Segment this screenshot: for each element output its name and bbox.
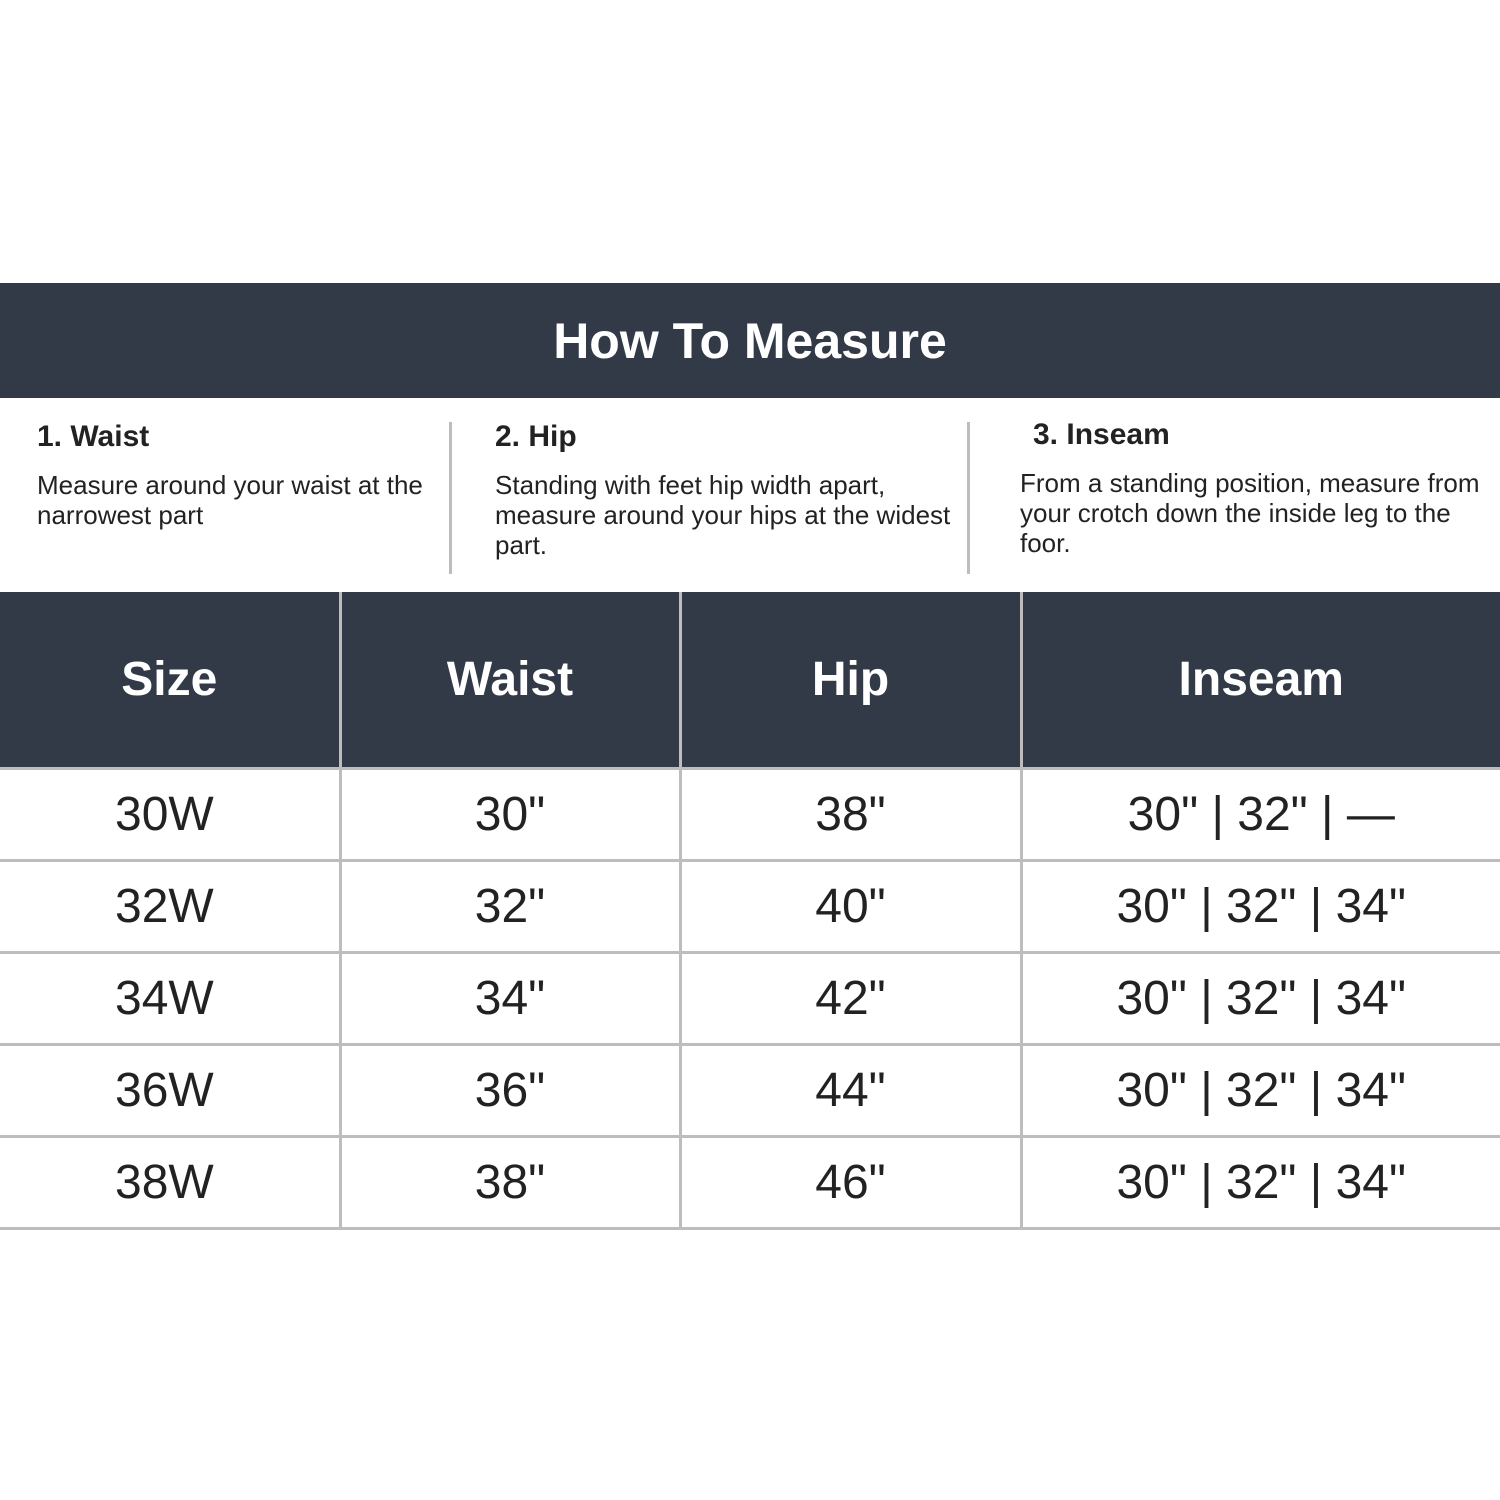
cell-size: 34W (0, 952, 340, 1046)
cell-waist: 30" (338, 768, 680, 862)
table-row: 36W 36" 44" 30" | 32" | 34" (0, 1044, 1500, 1138)
table-row: 34W 34" 42" 30" | 32" | 34" (0, 952, 1500, 1046)
cell-hip: 44" (678, 1044, 1021, 1138)
header-hip: Hip (678, 592, 1021, 770)
step-hip: 2. Hip Standing with feet hip width apar… (495, 420, 955, 560)
step-waist: 1. Waist Measure around your waist at th… (37, 420, 437, 530)
cell-hip: 38" (678, 768, 1021, 862)
cell-hip: 42" (678, 952, 1021, 1046)
header-size: Size (0, 592, 340, 770)
cell-inseam: 30" | 32" | 34" (1019, 860, 1500, 954)
header-inseam: Inseam (1019, 592, 1500, 770)
cell-waist: 38" (338, 1136, 680, 1230)
cell-inseam: 30" | 32" | 34" (1019, 952, 1500, 1046)
table-row: 38W 38" 46" 30" | 32" | 34" (0, 1136, 1500, 1230)
step-text: Standing with feet hip width apart, meas… (495, 470, 951, 560)
step-text: Measure around your waist at the narrowe… (37, 470, 423, 530)
cell-waist: 36" (338, 1044, 680, 1138)
table-header-row: Size Waist Hip Inseam (0, 592, 1500, 770)
divider (449, 422, 452, 574)
cell-inseam: 30" | 32" | 34" (1019, 1136, 1500, 1230)
cell-inseam: 30" | 32" | 34" (1019, 1044, 1500, 1138)
cell-hip: 40" (678, 860, 1021, 954)
cell-waist: 32" (338, 860, 680, 954)
table-row: 32W 32" 40" 30" | 32" | 34" (0, 860, 1500, 954)
cell-size: 36W (0, 1044, 340, 1138)
table-row: 30W 30" 38" 30" | 32" | — (0, 768, 1500, 862)
step-heading: 2. Hip (495, 420, 577, 453)
header-waist: Waist (338, 592, 680, 770)
step-heading: 1. Waist (37, 420, 150, 453)
cell-size: 38W (0, 1136, 340, 1230)
divider (967, 422, 970, 574)
size-table: Size Waist Hip Inseam 30W 30" 38" 30" | 32"… (0, 592, 1500, 1230)
step-heading: 3. Inseam (1033, 418, 1170, 451)
cell-size: 32W (0, 860, 340, 954)
cell-inseam: 30" | 32" | — (1019, 768, 1500, 862)
step-text: From a standing position, measure from y… (1020, 468, 1480, 558)
cell-size: 30W (0, 768, 340, 862)
measure-steps: 1. Waist Measure around your waist at th… (0, 400, 1500, 590)
cell-hip: 46" (678, 1136, 1021, 1230)
how-to-measure-banner: How To Measure (0, 283, 1500, 398)
cell-waist: 34" (338, 952, 680, 1046)
page-title: How To Measure (553, 312, 947, 369)
step-inseam: 3. Inseam From a standing position, meas… (1020, 418, 1490, 558)
